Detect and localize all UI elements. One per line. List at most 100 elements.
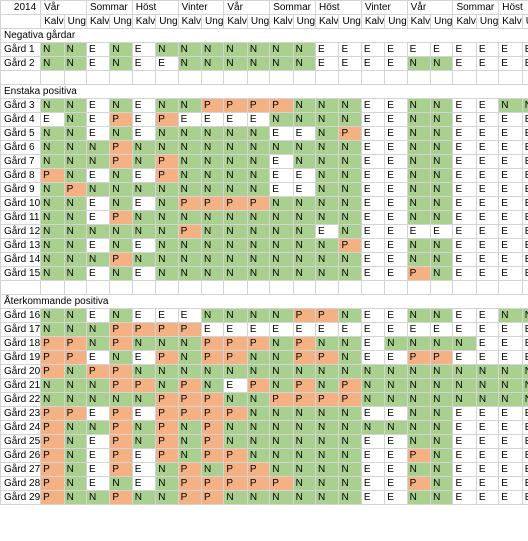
result-cell: N (223, 154, 248, 169)
farm-row: Gård 14NNNPNNNNNNNNNNEENNEEEE (0, 252, 528, 267)
result-cell: E (360, 168, 386, 183)
result-cell: N (85, 140, 111, 155)
result-cell: E (360, 210, 386, 225)
farm-name: Gård 17 (0, 322, 42, 337)
result-cell: P (177, 224, 203, 239)
season-header: Vinter (177, 0, 225, 15)
result-cell: N (475, 364, 500, 379)
result-cell: E (131, 168, 157, 183)
result-cell: N (201, 238, 225, 253)
result-cell: N (63, 378, 87, 393)
sub-header-ung: Ung (109, 14, 133, 29)
result-cell: E (384, 140, 408, 155)
farm-row: Gård 20PNPPNNNNNNNNNNNNNNNNNN (0, 364, 528, 379)
farm-name: Gård 24 (0, 420, 42, 435)
result-cell: P (338, 126, 362, 141)
result-cell: P (40, 336, 65, 351)
result-cell: N (292, 238, 317, 253)
farm-row: Gård 24PNNPNPNPNNNNNNNNNNEEEE (0, 420, 528, 435)
empty-cell (360, 70, 386, 85)
result-cell: E (498, 182, 523, 197)
result-cell: P (109, 378, 133, 393)
farm-name: Gård 4 (0, 112, 42, 127)
farm-name: Gård 1 (0, 42, 42, 57)
result-cell: P (177, 196, 203, 211)
result-cell: P (109, 434, 133, 449)
result-cell: N (292, 154, 317, 169)
sub-header-kalv: Kalv (40, 14, 65, 29)
result-cell: E (452, 308, 477, 323)
result-cell: N (430, 336, 454, 351)
result-cell: N (40, 126, 65, 141)
sub-header-kalv: Kalv (498, 14, 523, 29)
result-cell: N (155, 210, 179, 225)
season-header: Vår (40, 0, 87, 15)
result-cell: E (498, 322, 523, 337)
result-cell: N (338, 98, 362, 113)
result-cell: P (223, 196, 248, 211)
result-cell: N (315, 406, 340, 421)
result-cell: N (63, 322, 87, 337)
result-cell: E (521, 266, 528, 281)
result-cell: E (498, 112, 523, 127)
empty-cell (521, 280, 528, 295)
result-cell: E (360, 406, 386, 421)
result-cell: N (223, 420, 248, 435)
result-cell: N (109, 126, 133, 141)
result-cell: E (315, 42, 340, 57)
result-cell: N (223, 252, 248, 267)
result-cell: N (109, 168, 133, 183)
result-cell: N (498, 98, 523, 113)
result-cell: N (338, 420, 362, 435)
result-cell: N (223, 392, 248, 407)
result-cell: E (246, 322, 271, 337)
result-cell: E (475, 420, 500, 435)
result-cell: P (63, 336, 87, 351)
result-cell: E (475, 154, 500, 169)
result-cell: E (201, 322, 225, 337)
result-cell: E (360, 182, 386, 197)
result-cell: E (85, 448, 111, 463)
result-cell: P (109, 112, 133, 127)
result-cell: N (85, 378, 111, 393)
result-cell: N (360, 364, 386, 379)
result-cell: P (246, 196, 271, 211)
result-cell: E (384, 448, 408, 463)
result-cell: P (406, 266, 432, 281)
result-cell: N (63, 238, 87, 253)
result-cell: E (360, 350, 386, 365)
farm-name: Gård 19 (0, 350, 42, 365)
result-cell: N (109, 56, 133, 71)
result-cell: E (223, 378, 248, 393)
result-cell: N (338, 350, 362, 365)
result-cell: N (246, 392, 271, 407)
sub-header-kalv: Kalv (177, 14, 203, 29)
result-cell: N (246, 420, 271, 435)
result-cell: E (85, 42, 111, 57)
result-cell: E (177, 308, 203, 323)
farm-row: Gård 21NNNPPNPNEPNPNPNNNNNNNN (0, 378, 528, 393)
result-cell: N (269, 406, 294, 421)
farm-row: Gård 22NNNNNPPPNNPPPPNNNNNNNN (0, 392, 528, 407)
result-cell: N (246, 434, 271, 449)
result-cell: E (498, 476, 523, 491)
result-cell: P (292, 308, 317, 323)
result-cell: E (360, 42, 386, 57)
farm-row: Gård 6NNNPNNNNNNNNNNEENNEEEE (0, 140, 528, 155)
result-cell: P (109, 154, 133, 169)
result-cell: N (430, 266, 454, 281)
result-cell: N (246, 210, 271, 225)
result-cell: N (201, 42, 225, 57)
result-cell: E (498, 336, 523, 351)
result-cell: E (384, 434, 408, 449)
result-cell: E (360, 98, 386, 113)
farm-name: Gård 27 (0, 462, 42, 477)
result-cell: N (406, 336, 432, 351)
result-cell: N (131, 420, 157, 435)
result-cell: E (360, 434, 386, 449)
empty-cell (109, 280, 133, 295)
result-cell: N (315, 182, 340, 197)
result-cell: E (384, 308, 408, 323)
result-cell: E (475, 266, 500, 281)
